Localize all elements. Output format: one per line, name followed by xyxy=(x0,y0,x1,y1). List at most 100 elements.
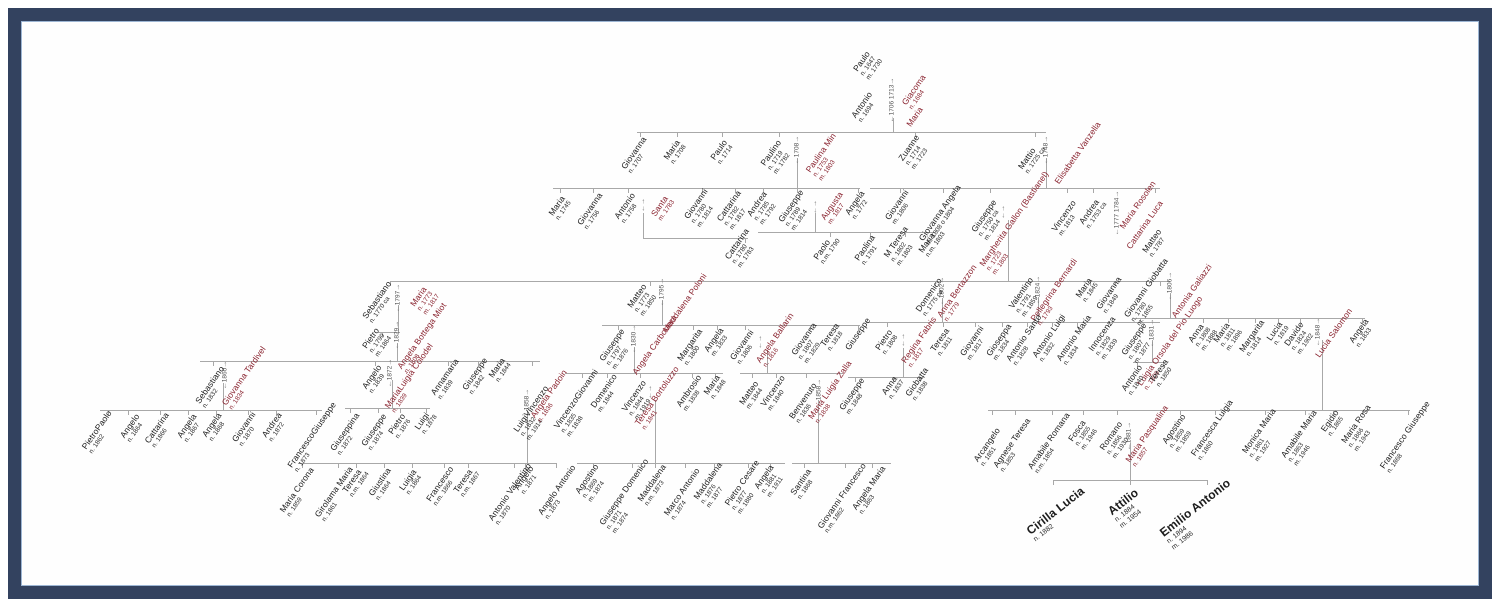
person-label: Amabile Romana n.m. 1854 xyxy=(1025,411,1077,475)
descent-line xyxy=(942,298,943,322)
child-tick-line xyxy=(722,132,723,137)
child-tick-line xyxy=(1052,322,1053,327)
sibling-bar-line xyxy=(867,322,1160,323)
child-tick-line xyxy=(500,361,501,366)
child-tick-line xyxy=(1228,318,1229,323)
marriage-arrow-icon: → xyxy=(658,277,666,285)
person-label: Annamaria n. 1839 xyxy=(429,357,466,401)
sibling-bar-line xyxy=(758,232,935,233)
child-tick-line xyxy=(384,463,385,468)
child-tick-line xyxy=(448,361,449,366)
descent-line xyxy=(1152,340,1153,362)
sibling-bar-line xyxy=(988,410,1410,411)
marriage-arrow-icon: ← xyxy=(899,340,907,347)
child-tick-line xyxy=(887,322,888,327)
sibling-bar-line xyxy=(200,361,540,362)
sibling-bar-line xyxy=(565,373,723,374)
person-label: Matteo n. 1773 m. 1850 xyxy=(625,282,660,318)
child-tick-line xyxy=(650,281,651,286)
child-tick-line xyxy=(400,408,401,413)
person-label: Giustina n. 1864 xyxy=(366,466,399,502)
marriage-marker: ←→ xyxy=(900,333,907,347)
person-label: Andrea n. 1872 xyxy=(260,410,289,443)
child-tick-line xyxy=(806,373,807,378)
person-label: Luigia n. 1864 xyxy=(397,467,425,496)
child-tick-line xyxy=(992,410,993,415)
child-tick-line xyxy=(1130,480,1131,485)
marriage-arrow-icon: → xyxy=(386,358,394,366)
descent-line xyxy=(1130,443,1131,480)
descent-line xyxy=(1046,158,1047,188)
marriage-arrow-icon: → xyxy=(1148,318,1156,326)
marriage-arrow-icon: → xyxy=(630,324,638,332)
child-tick-line xyxy=(900,188,901,193)
child-tick-line xyxy=(412,463,413,468)
marriage-arrow-icon: → xyxy=(523,388,531,396)
person-label: Maria n. 1708 xyxy=(661,138,688,166)
child-tick-line xyxy=(1362,318,1363,323)
child-tick-line xyxy=(1093,188,1094,193)
person-label: Cattarina n. 1866 xyxy=(142,410,177,449)
person-label: Santina n. 1868 xyxy=(788,467,819,501)
marriage-arrow-icon: ← xyxy=(793,157,801,165)
sibling-bar-line xyxy=(1135,318,1365,319)
child-tick-line xyxy=(804,463,805,468)
marriage-arrow-icon: ← xyxy=(658,299,666,307)
sibling-bar-line xyxy=(378,332,400,333)
person-label: Angela n. 1867 xyxy=(175,412,205,444)
person-label: Paolo n.m. 1790 xyxy=(811,233,842,266)
child-tick-line xyxy=(640,132,641,137)
child-tick-line xyxy=(990,188,991,193)
child-tick-line xyxy=(763,188,764,193)
descent-line xyxy=(815,213,816,232)
child-tick-line xyxy=(532,361,533,366)
person-label: Paulino n. 1719 m. 1782 xyxy=(758,138,795,176)
person-label: Antonio n. 1694 xyxy=(849,90,880,124)
person-label: Angela n. 1868 xyxy=(200,411,230,443)
person-label: Santa m. 1783 xyxy=(649,194,677,223)
marriage-arrow-icon: ← xyxy=(811,207,819,214)
child-tick-line xyxy=(1163,362,1164,367)
marriage-arrow-icon: → xyxy=(793,135,801,143)
child-tick-line xyxy=(188,410,189,415)
sibling-bar-line xyxy=(298,463,557,464)
person-label: Pietro n. 1876 xyxy=(386,411,413,440)
marriage-marker: ←1795→ xyxy=(659,278,666,306)
child-tick-line xyxy=(213,361,214,366)
descent-line xyxy=(662,300,663,325)
child-tick-line xyxy=(468,463,469,468)
person-label: Giovanni m. 1817 xyxy=(958,324,992,362)
person-label: Attilio n. 1884 m. 1954 xyxy=(1105,485,1151,529)
child-tick-line xyxy=(356,463,357,468)
descent-line xyxy=(643,213,644,238)
child-tick-line xyxy=(905,232,906,237)
child-tick-line xyxy=(628,188,629,193)
child-tick-line xyxy=(302,463,303,468)
child-tick-line xyxy=(378,408,379,413)
descent-line xyxy=(1038,297,1039,322)
person-label: Vincenzo m. 1840 xyxy=(758,373,793,412)
sibling-bar-line xyxy=(100,410,322,411)
child-tick-line xyxy=(932,232,933,237)
child-tick-line xyxy=(426,408,427,413)
child-tick-line xyxy=(216,410,217,415)
person-label: Paulina Min n. 1753 m. 1803 xyxy=(804,131,849,183)
marriage-arrow-icon: ← xyxy=(1166,293,1174,301)
child-tick-line xyxy=(640,373,641,378)
child-tick-line xyxy=(444,463,445,468)
marriage-arrow-icon: → xyxy=(899,333,907,340)
child-tick-line xyxy=(1265,410,1266,415)
descent-line xyxy=(223,383,224,410)
person-name: Maria xyxy=(904,104,925,129)
descent-line xyxy=(655,400,656,463)
child-tick-line xyxy=(128,410,129,415)
sibling-bar-line xyxy=(637,132,1046,133)
child-tick-line xyxy=(382,332,383,337)
sibling-bar-line xyxy=(848,377,925,378)
child-tick-line xyxy=(1137,362,1138,367)
person-label: Paulo n. 1714 xyxy=(708,138,735,166)
child-tick-line xyxy=(390,281,391,286)
child-tick-line xyxy=(872,463,873,468)
